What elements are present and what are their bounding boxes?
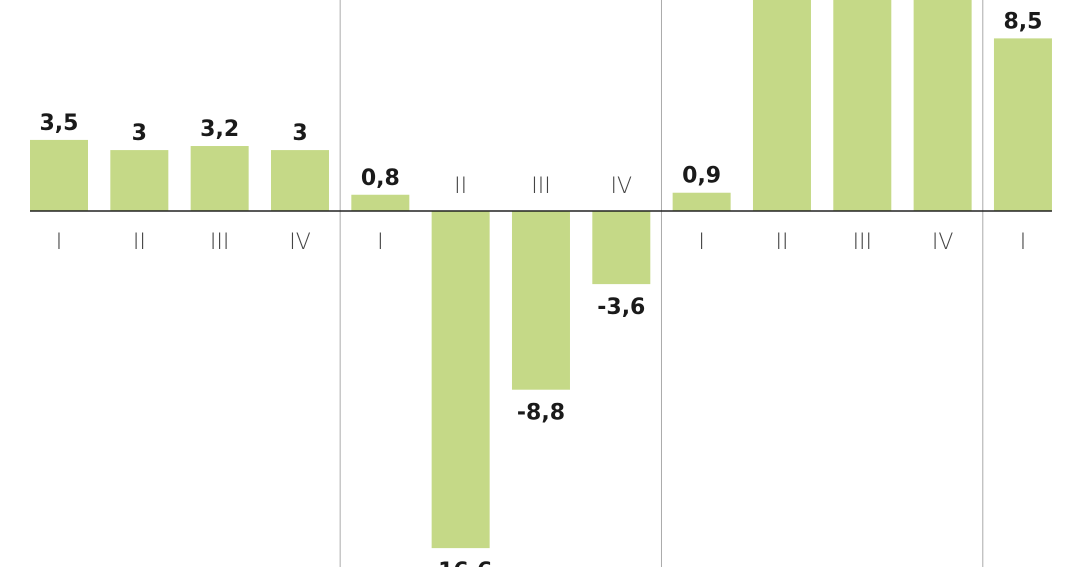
bar [672,192,731,212]
bar [511,211,570,390]
x-tick-label: III [853,230,872,255]
x-tick-label: I [377,230,384,255]
bar [351,194,410,212]
bar [752,0,811,212]
x-tick-label: I [56,230,63,255]
value-label: 3 [292,121,307,146]
value-label: -3,6 [597,295,645,320]
value-label: -16,6 [429,559,492,567]
x-tick-label: IV [289,230,311,255]
value-label: 0,8 [361,166,400,191]
x-tick-label: III [531,174,550,199]
bar [913,0,972,212]
value-label: 8,5 [1003,9,1042,34]
x-tick-label: II [133,230,146,255]
x-tick-label: IV [611,174,633,199]
x-tick-label: II [454,174,467,199]
x-tick-label: I [698,230,705,255]
value-label: 3,2 [200,117,239,142]
value-label: 3 [132,121,147,146]
bar [190,146,249,212]
x-tick-label: II [775,230,788,255]
bar [431,211,490,549]
bar [110,150,169,212]
bar [270,150,329,212]
x-tick-label: I [1020,230,1027,255]
bar [30,139,88,212]
x-tick-label: IV [932,230,954,255]
bar [833,0,892,212]
value-label: -8,8 [517,401,565,426]
value-label: 0,9 [682,164,721,189]
bar [993,38,1052,212]
value-label: 3,5 [40,111,79,136]
x-tick-label: III [210,230,229,255]
bar [592,211,651,285]
